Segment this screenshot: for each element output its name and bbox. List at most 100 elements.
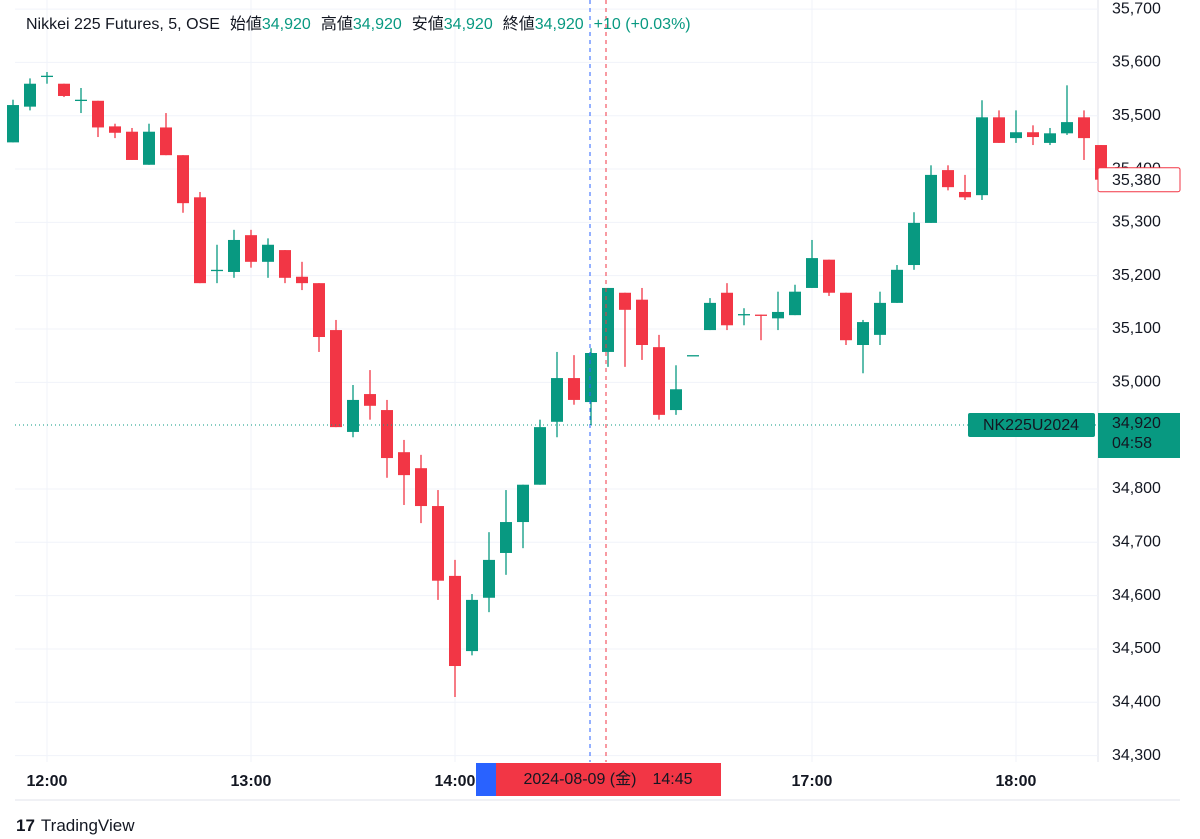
candle-body <box>245 235 257 262</box>
candle-body <box>211 269 223 272</box>
candle-body <box>551 378 563 422</box>
crosshair-price-box <box>1098 412 1180 458</box>
candle-body <box>704 302 716 331</box>
candle-body <box>823 259 835 293</box>
candle-body <box>228 239 240 272</box>
legend-value: 34,920 <box>444 16 493 33</box>
watermark-text: TradingView <box>41 816 135 835</box>
candle-body <box>500 522 512 553</box>
candle-body <box>517 484 529 523</box>
candle-body <box>772 311 784 319</box>
candle-body <box>466 599 478 652</box>
candle-body <box>874 302 886 335</box>
candle-body <box>1061 122 1073 134</box>
legend-value: 34,920 <box>262 16 311 33</box>
candle-body <box>126 131 138 160</box>
y-tick-label: 34,500 <box>1112 640 1161 657</box>
candle-body <box>24 83 36 107</box>
candle-body <box>483 559 495 598</box>
legend-label: 高値 <box>321 15 353 33</box>
candle-body <box>177 155 189 204</box>
y-tick-label: 35,500 <box>1112 107 1161 124</box>
candle-body <box>942 170 954 188</box>
last-price-box <box>1097 167 1181 193</box>
candle-body <box>840 292 852 341</box>
candle-body <box>381 410 393 459</box>
candle-body <box>959 191 971 198</box>
candle-body <box>398 452 410 476</box>
legend-label: 始値 <box>230 15 262 33</box>
candle-body <box>194 197 206 284</box>
y-tick-label: 35,100 <box>1112 320 1161 337</box>
candle-body <box>41 75 53 78</box>
candle-body <box>109 126 121 133</box>
candle-body <box>1044 133 1056 143</box>
y-tick-label: 34,400 <box>1112 693 1161 710</box>
candle-body <box>789 291 801 316</box>
candle-body <box>993 117 1005 143</box>
candle-body <box>857 322 869 346</box>
legend-value: 34,920 <box>353 16 402 33</box>
watermark: 17 TradingView <box>16 816 135 835</box>
candle-body <box>636 299 648 346</box>
candle-body <box>602 287 614 352</box>
candle-body <box>1010 132 1022 139</box>
y-tick-label: 35,700 <box>1112 0 1161 17</box>
y-tick-label: 35,600 <box>1112 54 1161 71</box>
candle-body <box>755 314 767 316</box>
candle-body <box>160 127 172 156</box>
candle-body <box>908 222 920 266</box>
symbol-tag: NK225U2024 <box>983 417 1079 434</box>
legend-value: 34,920 <box>535 16 584 33</box>
candle-body <box>891 269 903 303</box>
candle-body <box>415 468 427 507</box>
legend-change: +10 (+0.03%) <box>594 16 691 33</box>
legend-symbol: Nikkei 225 Futures, 5, OSE <box>26 16 220 33</box>
x-tick-label: 12:00 <box>27 773 68 790</box>
y-tick-label: 34,800 <box>1112 480 1161 497</box>
candle-body <box>75 99 87 102</box>
x-tick-label: 18:00 <box>996 773 1037 790</box>
candle-body <box>347 399 359 432</box>
y-tick-label: 35,200 <box>1112 267 1161 284</box>
crosshair-price-label: 34,920 <box>1112 415 1161 432</box>
crosshair-time-box <box>496 763 721 796</box>
candle-body <box>925 174 937 223</box>
candle-body <box>687 355 699 357</box>
logo-mark: 17 <box>16 816 35 835</box>
candle-body <box>92 100 104 128</box>
candles <box>7 71 1107 697</box>
x-tick-label: 14:00 <box>435 773 476 790</box>
legend-label: 安値 <box>412 15 444 33</box>
countdown: 04:58 <box>1112 435 1152 452</box>
candle-body <box>806 258 818 288</box>
candle-body <box>534 427 546 485</box>
legend: Nikkei 225 Futures, 5, OSE 始値34,920 高値34,9… <box>26 15 691 33</box>
crosshair-time: 2024-08-09 (金) 14:45 <box>524 770 693 788</box>
overlays: 34,300 34,400 34,500 34,600 34,700 34,800 35,0… <box>15 0 1181 796</box>
candle-body <box>721 292 733 326</box>
candle-body <box>738 314 750 316</box>
y-tick-label: 34,600 <box>1112 587 1161 604</box>
y-tick-label: 34,700 <box>1112 534 1161 551</box>
candle-body <box>7 105 19 143</box>
candle-body <box>432 506 444 581</box>
candle-body <box>1078 117 1090 139</box>
candle-body <box>619 292 631 310</box>
y-tick-label: 35,300 <box>1112 214 1161 231</box>
legend-label: 終値 <box>503 15 535 33</box>
candle-body <box>143 131 155 165</box>
candle-body <box>449 575 461 667</box>
candle-body <box>568 378 580 400</box>
candle-body <box>364 394 376 406</box>
candle-body <box>585 353 597 403</box>
candle-body <box>279 250 291 278</box>
candle-body <box>58 83 70 96</box>
candle-body <box>976 117 988 196</box>
x-tick-label: 17:00 <box>792 773 833 790</box>
candle-body <box>313 283 325 338</box>
symbol-tag-box <box>968 412 1095 437</box>
last-price-label: 35,380 <box>1112 172 1161 189</box>
x-tick-label: 13:00 <box>231 773 272 790</box>
